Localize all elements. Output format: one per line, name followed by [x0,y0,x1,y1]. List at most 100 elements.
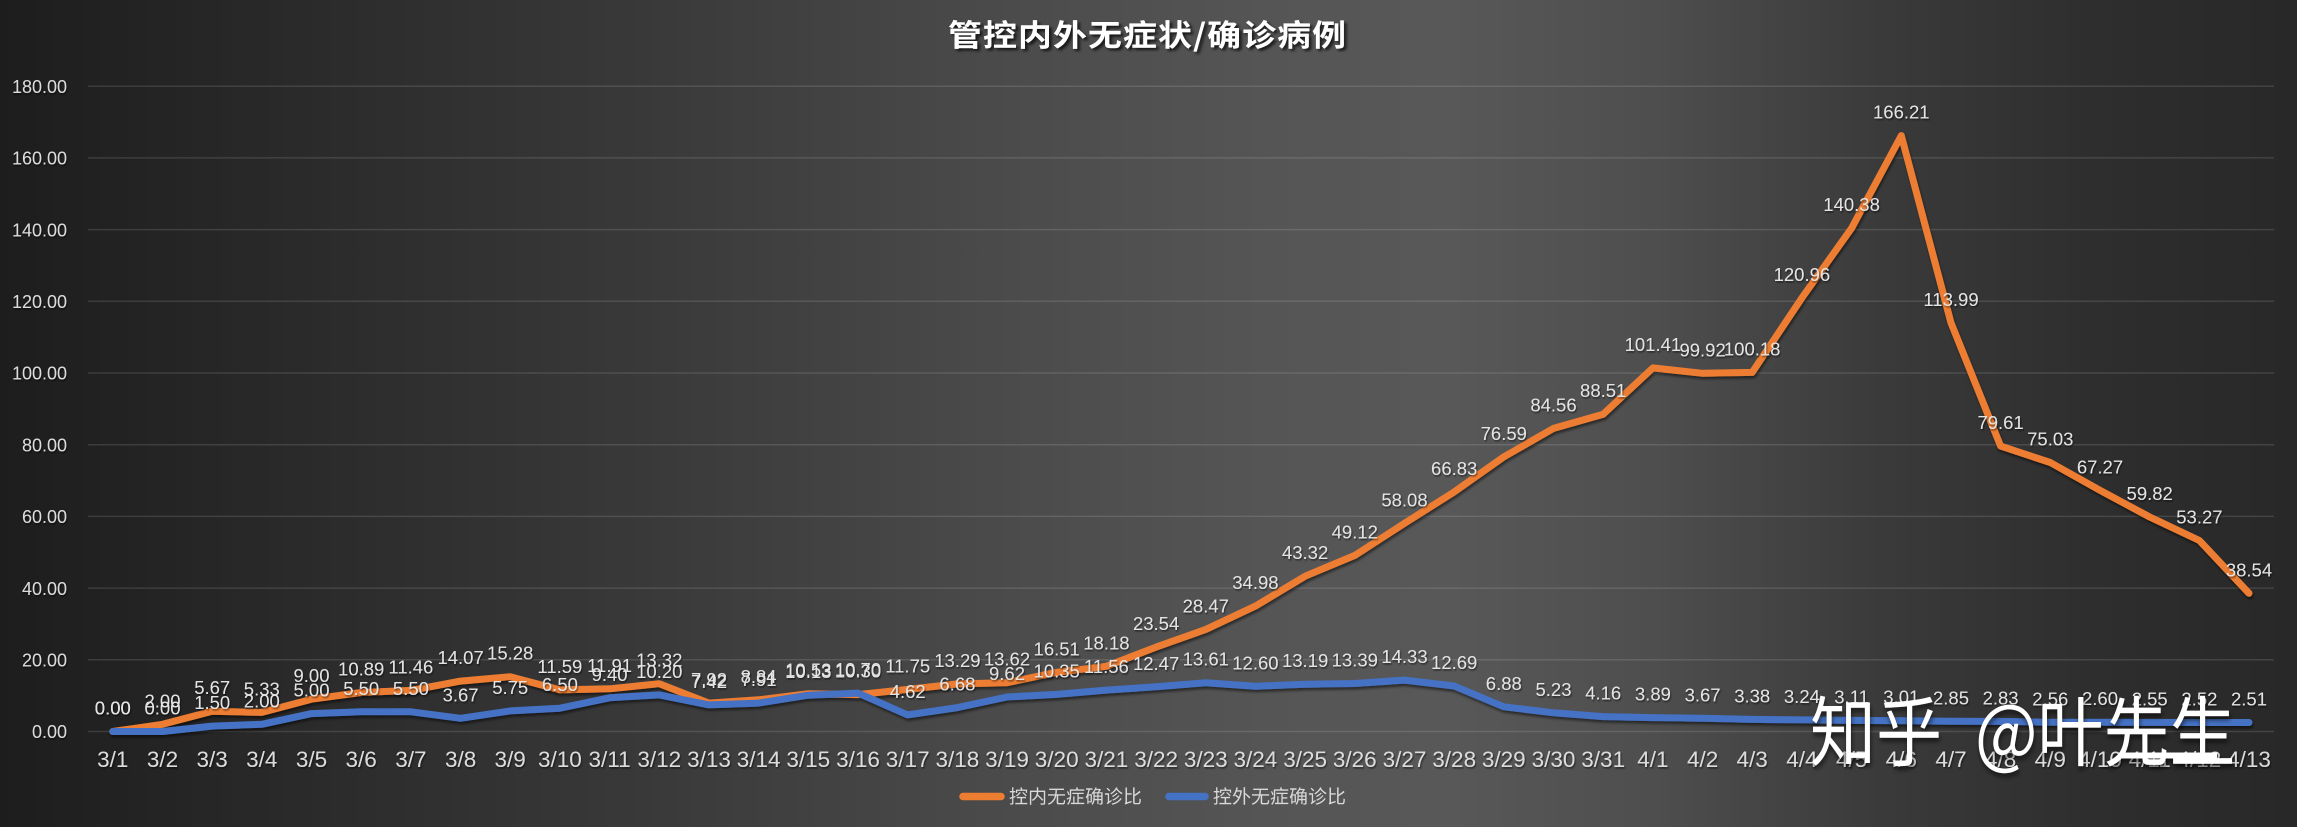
svg-text:4/13: 4/13 [2227,747,2271,772]
svg-text:180.00: 180.00 [12,77,67,97]
svg-text:160.00: 160.00 [12,149,67,169]
svg-text:16.51: 16.51 [1034,638,1080,659]
svg-text:5.00: 5.00 [293,680,329,701]
svg-text:10.13: 10.13 [785,661,831,682]
svg-text:10.53: 10.53 [785,660,831,681]
svg-text:10.30: 10.30 [835,661,881,682]
svg-text:101.41: 101.41 [1625,334,1682,355]
svg-text:100.18: 100.18 [1724,338,1781,359]
svg-text:5.67: 5.67 [194,677,230,698]
svg-text:3/30: 3/30 [1532,747,1576,772]
svg-text:6.68: 6.68 [939,674,975,695]
svg-text:3/25: 3/25 [1283,747,1327,772]
svg-text:3.38: 3.38 [1734,685,1770,706]
svg-text:4/3: 4/3 [1737,747,1768,772]
svg-text:2.52: 2.52 [2181,689,2217,710]
svg-text:2.51: 2.51 [2231,689,2267,710]
svg-text:3/15: 3/15 [786,747,830,772]
svg-text:12.69: 12.69 [1431,652,1477,673]
svg-text:3/12: 3/12 [637,747,681,772]
svg-text:49.12: 49.12 [1332,521,1378,542]
svg-text:60.00: 60.00 [22,507,67,527]
svg-text:13.62: 13.62 [984,649,1030,670]
svg-text:23.54: 23.54 [1133,613,1179,634]
svg-text:5.33: 5.33 [244,678,280,699]
svg-text:140.38: 140.38 [1823,194,1880,215]
svg-text:2.85: 2.85 [1933,687,1969,708]
svg-text:3/7: 3/7 [395,747,426,772]
svg-text:140.00: 140.00 [12,220,67,240]
svg-text:10.70: 10.70 [835,659,881,680]
svg-text:4.62: 4.62 [890,681,926,702]
svg-text:2.00: 2.00 [244,690,280,711]
svg-text:3.67: 3.67 [1685,684,1721,705]
svg-text:15.28: 15.28 [487,643,533,664]
svg-text:3/2: 3/2 [147,747,178,772]
svg-text:12.47: 12.47 [1133,653,1179,674]
svg-text:34.98: 34.98 [1232,572,1278,593]
svg-text:13.29: 13.29 [934,650,980,671]
svg-text:14.33: 14.33 [1381,646,1427,667]
svg-text:113.99: 113.99 [1923,289,1978,310]
svg-text:3/27: 3/27 [1383,747,1427,772]
svg-text:5.75: 5.75 [492,677,528,698]
svg-text:12.60: 12.60 [1232,652,1278,673]
svg-text:4.16: 4.16 [1585,683,1621,704]
svg-text:3/5: 3/5 [296,747,327,772]
svg-text:3/10: 3/10 [538,747,582,772]
svg-text:75.03: 75.03 [2027,429,2073,450]
svg-text:3/3: 3/3 [197,747,228,772]
svg-text:11.56: 11.56 [1084,656,1129,677]
svg-text:3/24: 3/24 [1234,747,1278,772]
svg-text:7.42: 7.42 [691,671,727,692]
svg-text:20.00: 20.00 [22,651,67,671]
svg-text:11.75: 11.75 [885,655,930,676]
svg-text:3/4: 3/4 [246,747,277,772]
svg-text:3/21: 3/21 [1085,747,1129,772]
svg-text:4/4: 4/4 [1786,747,1817,772]
svg-text:5.50: 5.50 [393,678,429,699]
svg-text:3.89: 3.89 [1635,684,1671,705]
svg-text:4/2: 4/2 [1687,747,1718,772]
svg-text:9.40: 9.40 [592,664,628,685]
svg-text:43.32: 43.32 [1282,542,1328,563]
svg-text:3/29: 3/29 [1482,747,1526,772]
svg-text:3/31: 3/31 [1581,747,1625,772]
svg-text:3/8: 3/8 [445,747,476,772]
svg-text:3.24: 3.24 [1784,686,1820,707]
svg-text:3/13: 3/13 [687,747,731,772]
svg-text:120.96: 120.96 [1774,264,1831,285]
svg-text:166.21: 166.21 [1873,102,1930,123]
svg-text:88.51: 88.51 [1580,380,1626,401]
svg-text:67.27: 67.27 [2077,456,2123,477]
svg-text:79.61: 79.61 [1977,412,2023,433]
svg-text:4/7: 4/7 [1935,747,1966,772]
svg-text:8.84: 8.84 [741,666,777,687]
svg-text:14.07: 14.07 [437,647,483,668]
svg-text:38.54: 38.54 [2226,559,2272,580]
svg-text:6.88: 6.88 [1486,673,1522,694]
svg-text:7.91: 7.91 [741,669,777,690]
svg-text:100.00: 100.00 [12,364,67,384]
svg-text:0.00: 0.00 [95,698,131,719]
svg-text:5.50: 5.50 [343,678,379,699]
svg-text:4/1: 4/1 [1637,747,1668,772]
svg-text:13.32: 13.32 [636,650,682,671]
svg-text:18.18: 18.18 [1083,632,1129,653]
svg-text:99.92: 99.92 [1679,339,1725,360]
svg-text:0.00: 0.00 [95,698,131,719]
svg-text:3/23: 3/23 [1184,747,1228,772]
svg-text:80.00: 80.00 [22,435,67,455]
svg-text:5.23: 5.23 [1535,679,1571,700]
svg-text:3/19: 3/19 [985,747,1029,772]
svg-text:53.27: 53.27 [2176,507,2222,528]
svg-text:3/1: 3/1 [97,747,128,772]
svg-text:3/16: 3/16 [836,747,880,772]
svg-text:7.92: 7.92 [691,669,727,690]
svg-text:3/28: 3/28 [1432,747,1476,772]
svg-text:6.50: 6.50 [542,674,578,695]
svg-text:2.55: 2.55 [2132,688,2168,709]
svg-text:0.00: 0.00 [144,698,180,719]
svg-text:3/6: 3/6 [346,747,377,772]
svg-text:11.46: 11.46 [388,656,433,677]
